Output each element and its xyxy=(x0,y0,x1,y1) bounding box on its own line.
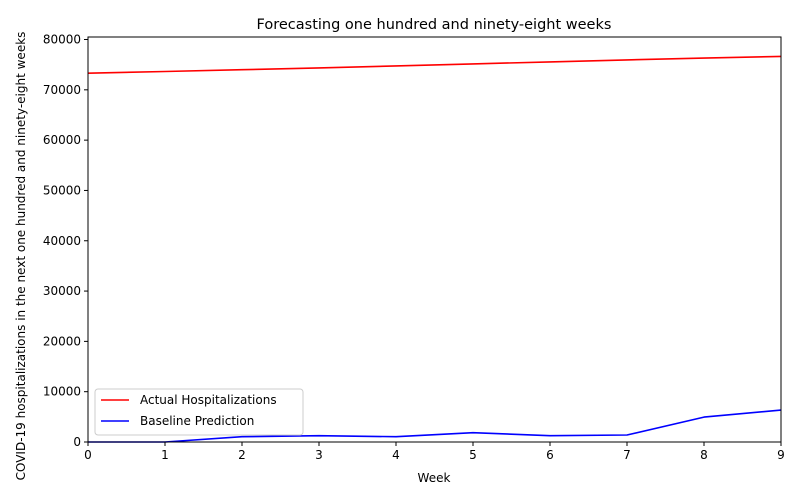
series-line-baseline-prediction xyxy=(88,409,782,443)
x-tick-label: 4 xyxy=(392,448,400,462)
x-tick-label: 6 xyxy=(546,448,554,462)
y-tick-label: 80000 xyxy=(43,33,81,47)
x-tick-label: 1 xyxy=(161,448,169,462)
y-tick-label: 10000 xyxy=(43,385,81,399)
legend-label-actual-hospitalizations: Actual Hospitalizations xyxy=(140,393,277,407)
y-tick-label: 0 xyxy=(73,435,81,449)
x-tick-label: 5 xyxy=(469,448,477,462)
y-axis-label: COVID-19 hospitalizations in the next on… xyxy=(14,32,28,481)
y-tick-label: 30000 xyxy=(43,284,81,298)
x-tick-label: 7 xyxy=(623,448,631,462)
y-tick-label: 50000 xyxy=(43,183,81,197)
series-line-actual-hospitalizations xyxy=(87,55,782,74)
y-tick-label: 20000 xyxy=(43,334,81,348)
chart-title: Forecasting one hundred and ninety-eight… xyxy=(257,17,612,33)
y-axis: 0 10000 20000 30000 40000 50000 60000 70000 8000… xyxy=(43,33,88,449)
legend-label-baseline-prediction: Baseline Prediction xyxy=(140,414,254,428)
x-tick-label: 3 xyxy=(315,448,323,462)
x-tick-label: 9 xyxy=(777,448,785,462)
y-tick-label: 40000 xyxy=(43,234,81,248)
legend-box xyxy=(94,388,304,436)
series-layer xyxy=(87,55,782,443)
plot-frame xyxy=(87,36,782,443)
x-tick-label: 0 xyxy=(84,448,92,462)
x-tick-label: 2 xyxy=(238,448,246,462)
legend: Actual Hospitalizations Baseline Predict… xyxy=(94,388,304,436)
x-axis: 0 1 2 3 4 5 6 7 8 9 xyxy=(84,442,785,462)
x-axis-label: Week xyxy=(418,471,451,485)
y-tick-label: 60000 xyxy=(43,133,81,147)
y-tick-label: 70000 xyxy=(43,83,81,97)
x-tick-label: 8 xyxy=(700,448,708,462)
